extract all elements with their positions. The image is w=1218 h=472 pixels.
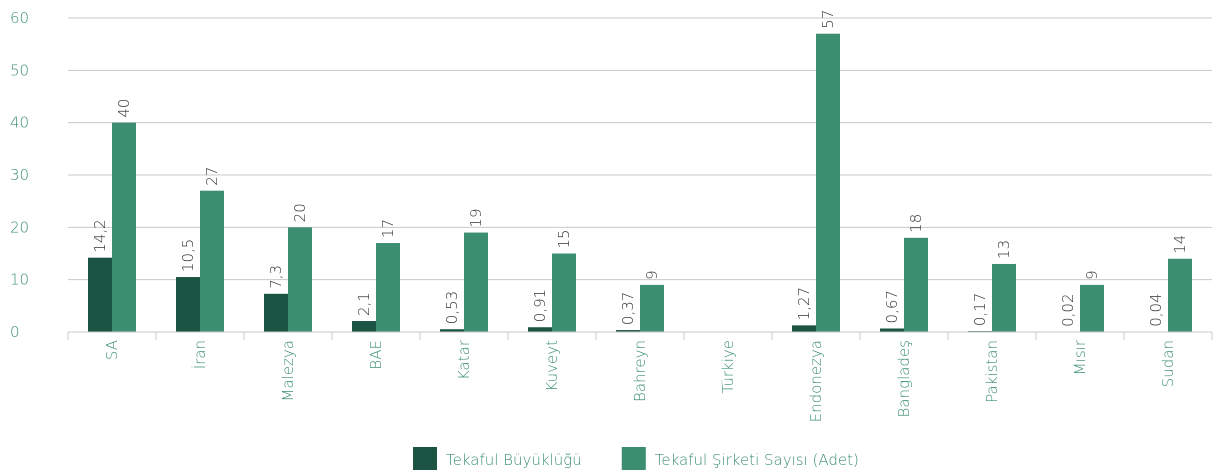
value-label: 14,2 [91,219,109,252]
y-tick-label: 60 [10,9,29,27]
value-label: 40 [115,99,133,118]
y-tick-label: 20 [10,218,29,236]
bar [464,232,488,332]
value-label: 0,37 [619,292,637,325]
value-label: 2,1 [355,292,373,316]
bar [264,293,288,332]
x-tick-label: BAE [367,340,385,370]
value-label: 18 [907,214,925,233]
x-tick-label: Bangladeş [895,340,913,417]
value-label: 20 [291,203,309,222]
legend-swatch [413,447,437,470]
value-label: 9 [643,270,661,280]
value-label: 57 [819,10,837,29]
y-tick-label: 50 [10,61,29,79]
x-tick-label: İran [191,340,209,369]
value-label: 17 [379,219,397,238]
value-label: 9 [1083,270,1101,280]
value-label: 10,5 [179,239,197,272]
bar [904,237,928,332]
y-tick-label: 30 [10,166,29,184]
bar [288,227,312,332]
value-label: 14 [1171,235,1189,254]
value-label: 27 [203,167,221,186]
value-label: 15 [555,229,573,248]
value-label: 13 [995,240,1013,259]
bar [1168,258,1192,332]
x-tick-label: Sudan [1159,340,1177,387]
bar [616,330,640,332]
x-tick-label: Katar [455,339,473,380]
y-tick-label: 0 [10,323,20,341]
x-tick-label: Türkiye [719,340,737,394]
legend-label: Tekaful Şirketi Sayısı (Adet) [655,451,859,469]
value-label: 19 [467,208,485,227]
bar [552,253,576,332]
value-label: 0,53 [443,291,461,324]
y-tick-label: 10 [10,271,29,289]
legend-label: Tekaful Büyüklüğü [446,451,582,469]
x-tick-label: Kuveyt [543,340,561,392]
bar [640,284,664,332]
x-tick-label: Endonezya [807,340,825,422]
value-label: 0,04 [1147,293,1165,326]
bar [440,329,464,332]
bar [352,321,376,332]
x-tick-label: Pakistan [983,340,1001,403]
value-label: 1,27 [795,287,813,320]
bar [816,33,840,332]
x-tick-label: SA [103,340,121,360]
bar [200,190,224,332]
value-label: 0,02 [1059,293,1077,326]
value-label: 0,67 [883,290,901,323]
bar [112,122,136,333]
legend-swatch [621,447,646,470]
bar [528,327,552,332]
bar [1080,284,1104,332]
value-label: 0,91 [531,289,549,322]
x-tick-label: Mısır [1071,339,1089,375]
bar [880,328,904,332]
value-label: 7,3 [267,265,285,289]
bar [792,325,816,332]
bar [176,277,200,332]
bar [992,263,1016,332]
x-tick-label: Malezya [279,340,297,401]
x-tick-label: Bahreyn [631,340,649,402]
bar [88,257,112,332]
y-tick-label: 40 [10,114,29,132]
value-label: 0,17 [971,293,989,326]
bar [376,243,400,332]
